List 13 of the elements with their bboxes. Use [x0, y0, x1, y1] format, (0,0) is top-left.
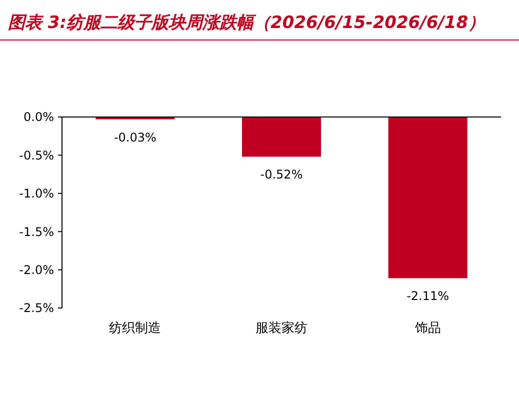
y-tick-label: -2.0%	[19, 263, 54, 277]
data-label: -0.52%	[260, 168, 303, 182]
y-tick-label: -1.5%	[19, 224, 54, 239]
data-label: -2.11%	[406, 289, 450, 304]
y-tick-label: 0.0%	[24, 110, 54, 124]
y-tick-label: -0.5%	[19, 148, 54, 162]
x-tick-label: 纺织制造	[109, 321, 162, 336]
y-tick-label: -1.0%	[19, 186, 54, 201]
data-label: -0.03%	[114, 130, 156, 144]
y-tick-label: -2.5%	[19, 301, 54, 316]
chart-title: 图表 3:纺服二级子版块周涨跌幅（2026/6/15-2026/6/18）	[8, 13, 486, 33]
x-tick-label: 服装家纺	[256, 320, 308, 336]
x-tick-label: 饰品	[414, 321, 441, 336]
